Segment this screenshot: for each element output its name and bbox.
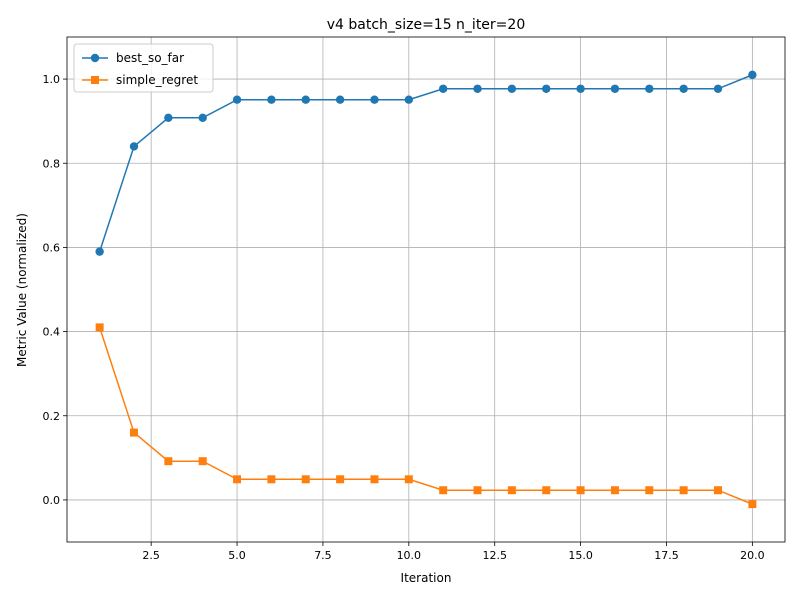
best_so_far-point (713, 84, 723, 93)
simple_regret-point (164, 457, 173, 466)
best_so_far-point (232, 95, 242, 104)
legend-marker (90, 53, 100, 63)
y-tick-label: 0.0 (43, 494, 61, 507)
simple_regret-point (439, 486, 448, 495)
simple_regret-point (404, 475, 413, 484)
x-tick-label: 20.0 (740, 549, 765, 562)
y-axis-label: Metric Value (normalized) (15, 213, 29, 367)
x-tick-label: 7.5 (314, 549, 332, 562)
legend-label: best_so_far (116, 51, 184, 65)
simple_regret-point (576, 486, 585, 495)
simple_regret-point (473, 486, 482, 495)
chart-title: v4 batch_size=15 n_iter=20 (327, 17, 525, 33)
y-tick-label: 0.4 (43, 326, 61, 339)
y-tick-label: 0.8 (43, 157, 61, 170)
best_so_far-point (610, 84, 620, 93)
x-tick-label: 15.0 (568, 549, 593, 562)
best_so_far-point (129, 142, 139, 151)
legend-label: simple_regret (116, 73, 198, 87)
best_so_far-point (576, 84, 585, 93)
best_so_far-point (542, 84, 551, 93)
simple_regret-point (507, 486, 516, 495)
simple_regret-point (645, 486, 654, 495)
x-tick-label: 2.5 (142, 549, 160, 562)
simple_regret-point (233, 475, 242, 484)
best_so_far-point (335, 95, 345, 104)
simple_regret-point (679, 486, 688, 495)
best_so_far-point (198, 113, 207, 123)
y-tick-label: 0.2 (43, 410, 61, 423)
best_so_far-point (301, 95, 310, 104)
x-tick-label: 17.5 (654, 549, 679, 562)
simple_regret-point (129, 428, 138, 437)
y-tick-label: 1.0 (43, 73, 61, 86)
best_so_far-point (748, 70, 757, 80)
x-tick-label: 5.0 (228, 549, 246, 562)
best_so_far-point (267, 95, 276, 104)
y-tick-label: 0.6 (43, 241, 61, 254)
legend: best_so_far simple_regret (73, 43, 214, 93)
best_so_far-point (679, 84, 688, 93)
simple_regret-point (542, 486, 551, 495)
legend-marker (91, 76, 99, 84)
plot-area: 2.5 5.0 7.5 10.0 12.5 15.0 17.5 20.0 0.0 0.2 0.4 0.… (43, 36, 786, 562)
simple_regret-line (98, 327, 753, 505)
best_so_far-point (95, 247, 104, 256)
simple_regret-point (95, 323, 104, 332)
simple_regret-point (336, 475, 345, 484)
legend-box (73, 43, 214, 93)
best_so_far-point (164, 113, 173, 123)
axes-frame (66, 36, 786, 543)
simple_regret-point (714, 486, 723, 495)
simple_regret-point (267, 475, 276, 484)
best_so_far-point (404, 95, 414, 104)
best_so_far-point (370, 95, 379, 104)
simple_regret-point (301, 475, 310, 484)
simple_regret-point (748, 500, 757, 509)
simple_regret-point (370, 475, 379, 484)
best_so_far-line (98, 74, 753, 252)
x-tick-label: 12.5 (482, 549, 507, 562)
x-tick-label: 10.0 (397, 549, 422, 562)
best_so_far-point (473, 84, 482, 93)
best_so_far-point (507, 84, 517, 93)
best_so_far-point (645, 84, 654, 93)
simple_regret-point (198, 457, 207, 466)
simple_regret-point (610, 486, 619, 495)
best_so_far-point (438, 84, 448, 93)
x-axis-label: Iteration (401, 571, 452, 585)
